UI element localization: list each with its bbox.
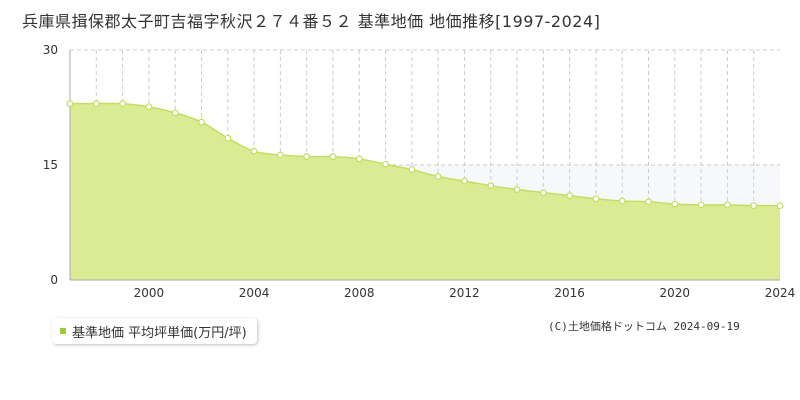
data-point (92, 100, 100, 108)
y-tick-label: 30 (43, 43, 58, 57)
data-point (461, 177, 468, 185)
data-point (671, 200, 679, 208)
series-area (70, 103, 780, 280)
data-point (724, 201, 731, 209)
data-point (171, 109, 179, 117)
y-tick-label: 15 (43, 158, 58, 172)
data-point (434, 173, 442, 180)
data-point (66, 100, 74, 108)
x-tick-label: 2008 (344, 286, 375, 300)
data-point (276, 151, 284, 159)
data-point (697, 201, 705, 209)
x-tick-label: 2012 (449, 286, 480, 300)
copyright-text: (C)土地価格ドットコム 2024-09-19 (548, 320, 740, 333)
data-point (487, 182, 495, 190)
data-point (355, 155, 363, 163)
legend: 基準地価 平均坪単価(万円/坪) (52, 318, 257, 344)
data-point (303, 153, 311, 160)
x-tick-label: 2024 (765, 286, 796, 300)
page-title: 兵庫県揖保郡太子町吉福字秋沢２７４番５２ 基準地価 地価推移[1997-2024… (22, 12, 601, 31)
x-tick-label: 2000 (134, 286, 165, 300)
data-point (566, 192, 574, 200)
data-point (539, 189, 547, 197)
data-point (198, 118, 205, 126)
data-point (750, 202, 758, 210)
data-point (592, 195, 600, 203)
data-point (224, 134, 232, 142)
x-tick-label: 2004 (239, 286, 270, 300)
data-point (618, 197, 626, 205)
x-tick-label: 2016 (554, 286, 585, 300)
series-line (70, 102, 781, 207)
data-point (645, 198, 652, 206)
data-point (119, 100, 126, 108)
data-point (382, 160, 389, 168)
data-point (776, 202, 784, 210)
x-tick-label: 2020 (660, 286, 691, 300)
data-point (250, 147, 258, 155)
data-point (329, 153, 337, 160)
data-point (408, 166, 416, 174)
legend-swatch (60, 328, 66, 334)
data-point (145, 103, 153, 111)
data-point (513, 186, 521, 193)
legend-label: 基準地価 平均坪単価(万円/坪) (72, 325, 247, 341)
y-tick-label: 0 (50, 273, 58, 287)
